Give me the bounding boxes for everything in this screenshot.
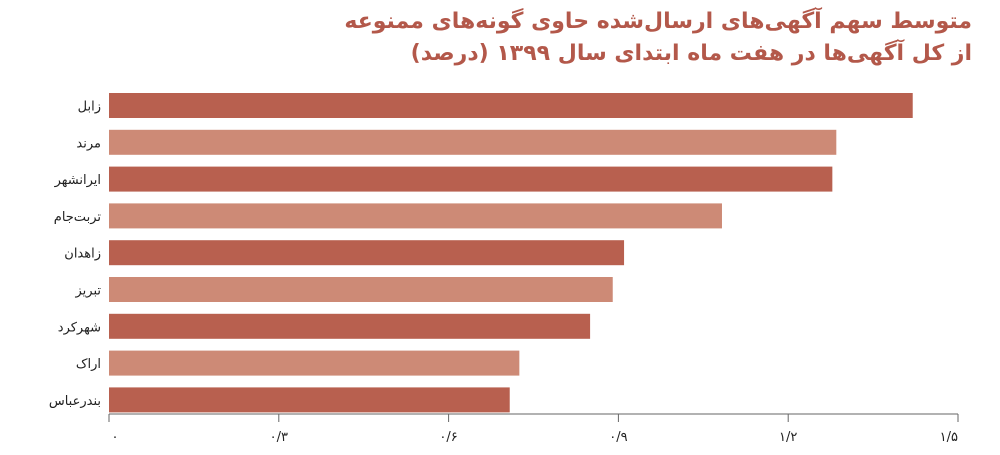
chart-title: متوسط سهم آگهی‌های ارسال‌شده حاوی گونه‌ه… [12,6,972,70]
bar [109,129,837,155]
bar [109,93,913,118]
category-label: تربت‌جام [54,210,102,225]
x-tick-label: ۰/۹ [609,430,627,445]
category-label: مرند [76,136,101,151]
bar [109,313,591,339]
bar [109,350,520,376]
category-label: زابل [78,100,101,115]
category-label: تبریز [74,284,101,299]
category-label: زاهدان [64,247,101,262]
x-tick-label: ۰/۳ [270,430,288,445]
x-tick-label: ۱/۵ [940,430,958,445]
bar [109,166,833,192]
category-label: بندرعباس [49,394,101,409]
category-label: اراک [76,357,101,372]
category-label: شهرکرد [58,320,101,335]
bar [109,240,625,266]
x-tick-label: ۱/۲ [779,430,797,445]
x-tick-label: ۰ [112,430,119,445]
chart-title-line-1: متوسط سهم آگهی‌های ارسال‌شده حاوی گونه‌ه… [344,9,972,34]
bar [109,203,722,229]
category-label: ایرانشهر [54,173,101,188]
chart-title-line-2: از کل آگهی‌ها در هفت ماه ابتدای سال ۱۳۹۹… [410,41,972,66]
x-tick-label: ۰/۶ [439,430,457,445]
bar [109,277,613,302]
bar [109,387,510,413]
